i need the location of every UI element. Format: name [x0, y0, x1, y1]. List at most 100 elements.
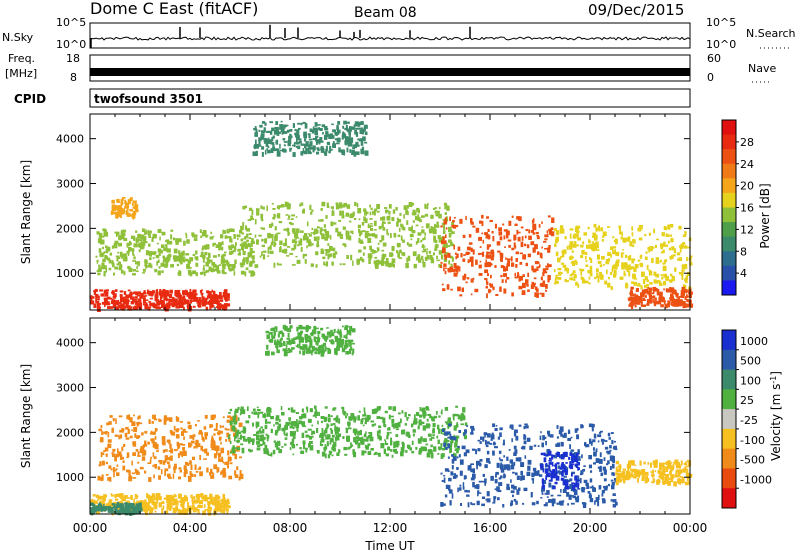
heatmap-cell [539, 474, 543, 477]
heatmap-cell [271, 128, 274, 132]
heatmap-cell [337, 231, 342, 237]
heatmap-cell [388, 427, 391, 430]
heatmap-cell [506, 456, 509, 461]
heatmap-cell [107, 439, 112, 443]
heatmap-cell [658, 465, 662, 471]
power-colorbar-label: Power [dB] [758, 183, 772, 248]
heatmap-cell [445, 242, 448, 249]
heatmap-cell [663, 302, 666, 305]
heatmap-cell [687, 474, 690, 480]
heatmap-cell [593, 242, 597, 247]
heatmap-cell [438, 428, 441, 434]
heatmap-cell [239, 229, 243, 234]
heatmap-cell [387, 232, 389, 236]
heatmap-cell [241, 242, 244, 248]
heatmap-cell [251, 250, 255, 253]
heatmap-cell [246, 228, 250, 232]
heatmap-cell [352, 348, 355, 354]
heatmap-cell [99, 461, 102, 467]
heatmap-cell [132, 260, 137, 262]
heatmap-cell [335, 132, 338, 137]
heatmap-cell [289, 138, 292, 144]
heatmap-cell [169, 507, 172, 511]
heatmap-cell [341, 135, 344, 140]
heatmap-cell [685, 472, 689, 478]
heatmap-cell [315, 140, 318, 145]
heatmap-cell [319, 433, 324, 436]
heatmap-cell [176, 500, 180, 503]
heatmap-cell [222, 272, 227, 275]
heatmap-cell [311, 243, 314, 246]
heatmap-cell [492, 442, 497, 445]
heatmap-cell [106, 257, 111, 261]
heatmap-cell [556, 452, 560, 457]
heatmap-cell [671, 300, 674, 304]
heatmap-cell [382, 418, 385, 424]
heatmap-cell [448, 232, 452, 238]
heatmap-cell [609, 272, 613, 275]
heatmap-cell [529, 445, 533, 450]
heatmap-cell [397, 253, 400, 258]
heatmap-cell [651, 474, 655, 478]
heatmap-cell [678, 304, 683, 307]
heatmap-cell [216, 300, 220, 305]
heatmap-cell [202, 301, 206, 307]
heatmap-cell [164, 263, 168, 268]
heatmap-cell [130, 197, 133, 202]
heatmap-cell [150, 430, 153, 433]
heatmap-cell [261, 152, 264, 157]
heatmap-cell [577, 475, 580, 479]
heatmap-cell [673, 289, 677, 293]
heatmap-cell [614, 448, 618, 451]
heatmap-cell [116, 300, 118, 306]
heatmap-cell [449, 216, 451, 222]
heatmap-cell [589, 478, 593, 483]
heatmap-cell [319, 140, 324, 143]
heatmap-cell [570, 450, 573, 454]
heatmap-cell [276, 232, 281, 235]
heatmap-cell [119, 251, 123, 257]
heatmap-cell [428, 424, 431, 427]
heatmap-cell [185, 232, 187, 235]
heatmap-cell [142, 507, 146, 511]
heatmap-cell [365, 431, 367, 434]
heatmap-cell [277, 333, 280, 338]
heatmap-cell [663, 288, 665, 291]
heatmap-cell [306, 326, 311, 330]
heatmap-cell [444, 270, 447, 275]
heatmap-cell [631, 460, 635, 466]
heatmap-cell [543, 271, 548, 274]
heatmap-cell [530, 284, 534, 289]
heatmap-cell [428, 449, 433, 452]
heatmap-cell [309, 435, 313, 440]
heatmap-cell [294, 141, 296, 144]
heatmap-cell [219, 299, 224, 302]
heatmap-cell [406, 257, 409, 263]
heatmap-cell [484, 232, 488, 236]
heatmap-cell [422, 237, 425, 241]
heatmap-cell [118, 261, 121, 265]
heatmap-cell [158, 475, 161, 480]
heatmap-cell [293, 244, 297, 250]
heatmap-cell [150, 292, 154, 297]
heatmap-cell [341, 150, 346, 155]
heatmap-cell [646, 476, 648, 480]
heatmap-cell [394, 442, 398, 448]
heatmap-cell [178, 495, 182, 498]
heatmap-cell [354, 129, 358, 135]
heatmap-cell [686, 271, 691, 276]
heatmap-cell [532, 247, 536, 253]
colorbar-swatch [722, 207, 736, 223]
heatmap-cell [287, 140, 291, 143]
heatmap-cell [633, 468, 638, 473]
heatmap-cell [327, 205, 330, 208]
heatmap-cell [302, 208, 305, 214]
heatmap-cell [511, 484, 515, 489]
heatmap-cell [286, 228, 290, 232]
heatmap-cell [401, 410, 404, 414]
heatmap-cell [554, 243, 557, 247]
heatmap-cell [402, 443, 405, 448]
heatmap-cell [283, 124, 287, 128]
heatmap-cell [369, 233, 373, 237]
heatmap-cell [212, 290, 216, 295]
